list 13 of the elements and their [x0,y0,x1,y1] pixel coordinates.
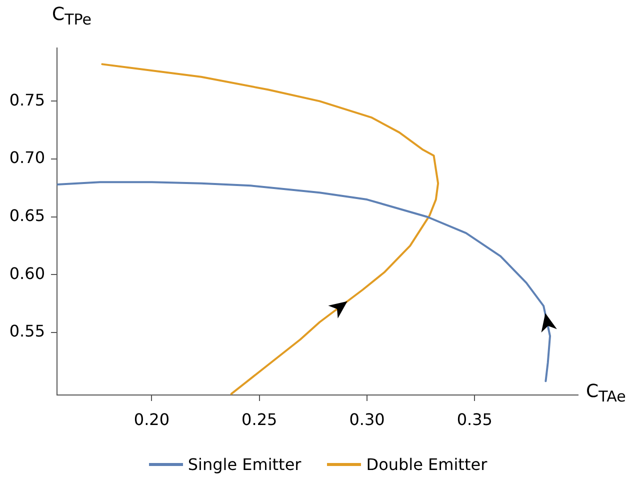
y-tick-label: 0.60 [9,264,45,283]
y-axis-title: C$_{TPe}$ [52,4,92,29]
x-tick-label: 0.35 [456,410,492,429]
legend-label: Double Emitter [366,455,488,474]
y-tick-label: 0.75 [9,90,45,110]
x-tick-label: 0.25 [242,410,278,429]
x-tick-label: 0.20 [134,410,170,429]
x-tick-label: 0.30 [349,410,385,429]
x-axis-title: C$_{TAe}$ [586,381,626,406]
y-tick-label: 0.55 [9,322,45,341]
legend-label: Single Emitter [188,455,302,474]
y-tick-label: 0.70 [9,148,45,168]
y-tick-label: 0.65 [9,206,45,226]
